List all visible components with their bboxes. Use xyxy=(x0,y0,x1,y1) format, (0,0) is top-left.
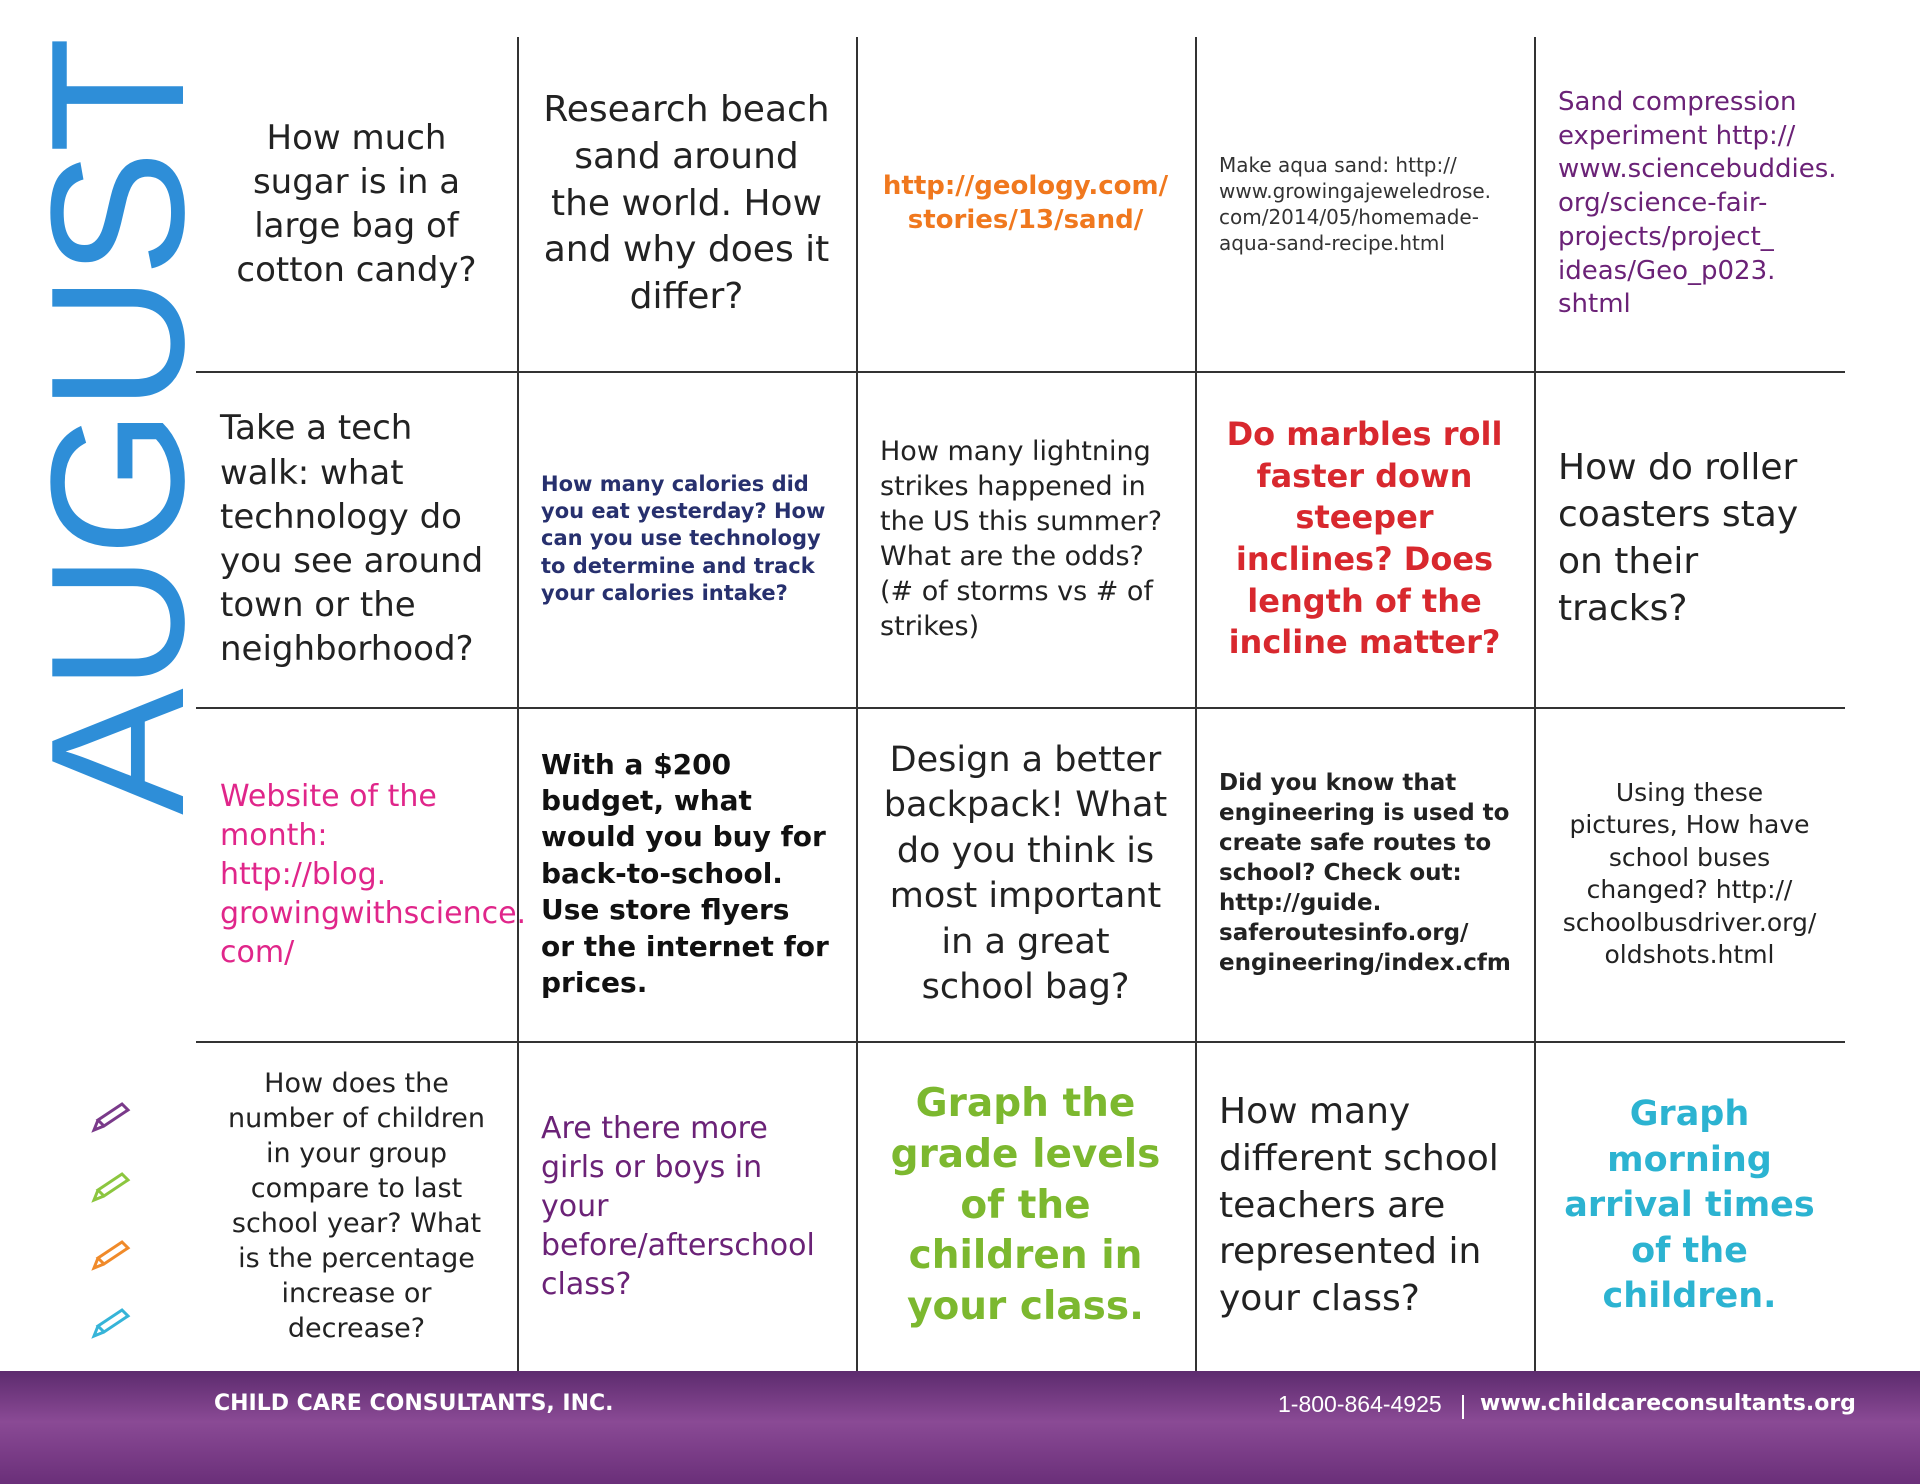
grid-line xyxy=(1534,37,1536,1371)
activity-text: How do roller coasters stay on their tra… xyxy=(1558,447,1799,629)
activity-text: How much sugar is in a large bag of cott… xyxy=(236,117,477,291)
activity-text: Do marbles roll faster down steeper incl… xyxy=(1226,415,1503,662)
pencil-icons xyxy=(91,1102,131,1339)
grid-line xyxy=(1195,37,1197,1371)
website: www.childcareconsultants.org xyxy=(1480,1391,1856,1416)
activity-text: Research beach sand around the world. Ho… xyxy=(543,89,830,318)
activity-cell: Take a tech walk: what technology do you… xyxy=(196,371,517,707)
grid-line xyxy=(517,37,519,1371)
activity-cell: How does the number of children in your … xyxy=(196,1041,517,1371)
activity-cell: Graph morning arrival times of the child… xyxy=(1534,1041,1845,1371)
activity-cell: Research beach sand around the world. Ho… xyxy=(517,37,856,371)
activity-text: Graph morning arrival times of the child… xyxy=(1564,1094,1815,1317)
activity-text: Website of the month: http://blog. growi… xyxy=(220,778,527,970)
month-title-box: AUGUST xyxy=(12,37,200,815)
activity-cell: Graph the grade levels of the children i… xyxy=(856,1041,1195,1371)
activity-text: How many different school teachers are r… xyxy=(1219,1091,1499,1320)
activity-cell: Design a better backpack! What do you th… xyxy=(856,707,1195,1041)
activity-text: With a $200 budget, what would you buy f… xyxy=(541,747,829,999)
activity-cell: Using these pictures, How have school bu… xyxy=(1534,707,1845,1041)
activity-text: How does the number of children in your … xyxy=(228,1067,485,1345)
activity-cell: How much sugar is in a large bag of cott… xyxy=(196,37,517,371)
activity-cell: Did you know that engineering is used to… xyxy=(1195,707,1534,1041)
activity-text: Using these pictures, How have school bu… xyxy=(1562,777,1817,970)
grid-line xyxy=(196,371,1845,373)
activity-text: How many calories did you eat yesterday?… xyxy=(541,471,826,605)
footer: CHILD CARE CONSULTANTS, INC. 1-800-864-4… xyxy=(0,1371,1920,1484)
activity-cell: Do marbles roll faster down steeper incl… xyxy=(1195,371,1534,707)
activity-cell: Make aqua sand: http:// www.growingajewe… xyxy=(1195,37,1534,371)
grid-line xyxy=(196,707,1845,709)
activity-cell: Are there more girls or boys in your bef… xyxy=(517,1041,856,1371)
activity-text: Design a better backpack! What do you th… xyxy=(883,739,1168,1008)
activity-text: Are there more girls or boys in your bef… xyxy=(541,1110,815,1302)
activity-cell: How many different school teachers are r… xyxy=(1195,1041,1534,1371)
month-title: AUGUST xyxy=(12,37,200,815)
activity-text: Sand compression experiment http:// www.… xyxy=(1558,86,1837,320)
activity-text: Make aqua sand: http:// www.growingajewe… xyxy=(1219,153,1492,255)
activity-text: Did you know that engineering is used to… xyxy=(1219,770,1511,976)
activity-text: Take a tech walk: what technology do you… xyxy=(220,408,484,670)
activity-cell: How many lightning strikes happened in t… xyxy=(856,371,1195,707)
activity-cell: Sand compression experiment http:// www.… xyxy=(1534,37,1845,371)
activity-text: http://geology.com/ stories/13/sand/ xyxy=(882,171,1169,235)
activity-text: Graph the grade levels of the children i… xyxy=(890,1081,1161,1330)
grid-line xyxy=(196,1041,1845,1043)
activity-text: How many lightning strikes happened in t… xyxy=(880,435,1163,643)
activity-cell: Website of the month: http://blog. growi… xyxy=(196,707,527,1041)
activity-cell: With a $200 budget, what would you buy f… xyxy=(517,707,856,1041)
activity-cell: How do roller coasters stay on their tra… xyxy=(1534,371,1845,707)
company-name: CHILD CARE CONSULTANTS, INC. xyxy=(214,1391,614,1416)
phone: 1-800-864-4925 xyxy=(1278,1391,1442,1417)
grid-line xyxy=(856,37,858,1371)
separator xyxy=(1462,1395,1464,1419)
activity-cell: http://geology.com/ stories/13/sand/ xyxy=(856,37,1195,371)
activity-cell: How many calories did you eat yesterday?… xyxy=(517,371,856,707)
